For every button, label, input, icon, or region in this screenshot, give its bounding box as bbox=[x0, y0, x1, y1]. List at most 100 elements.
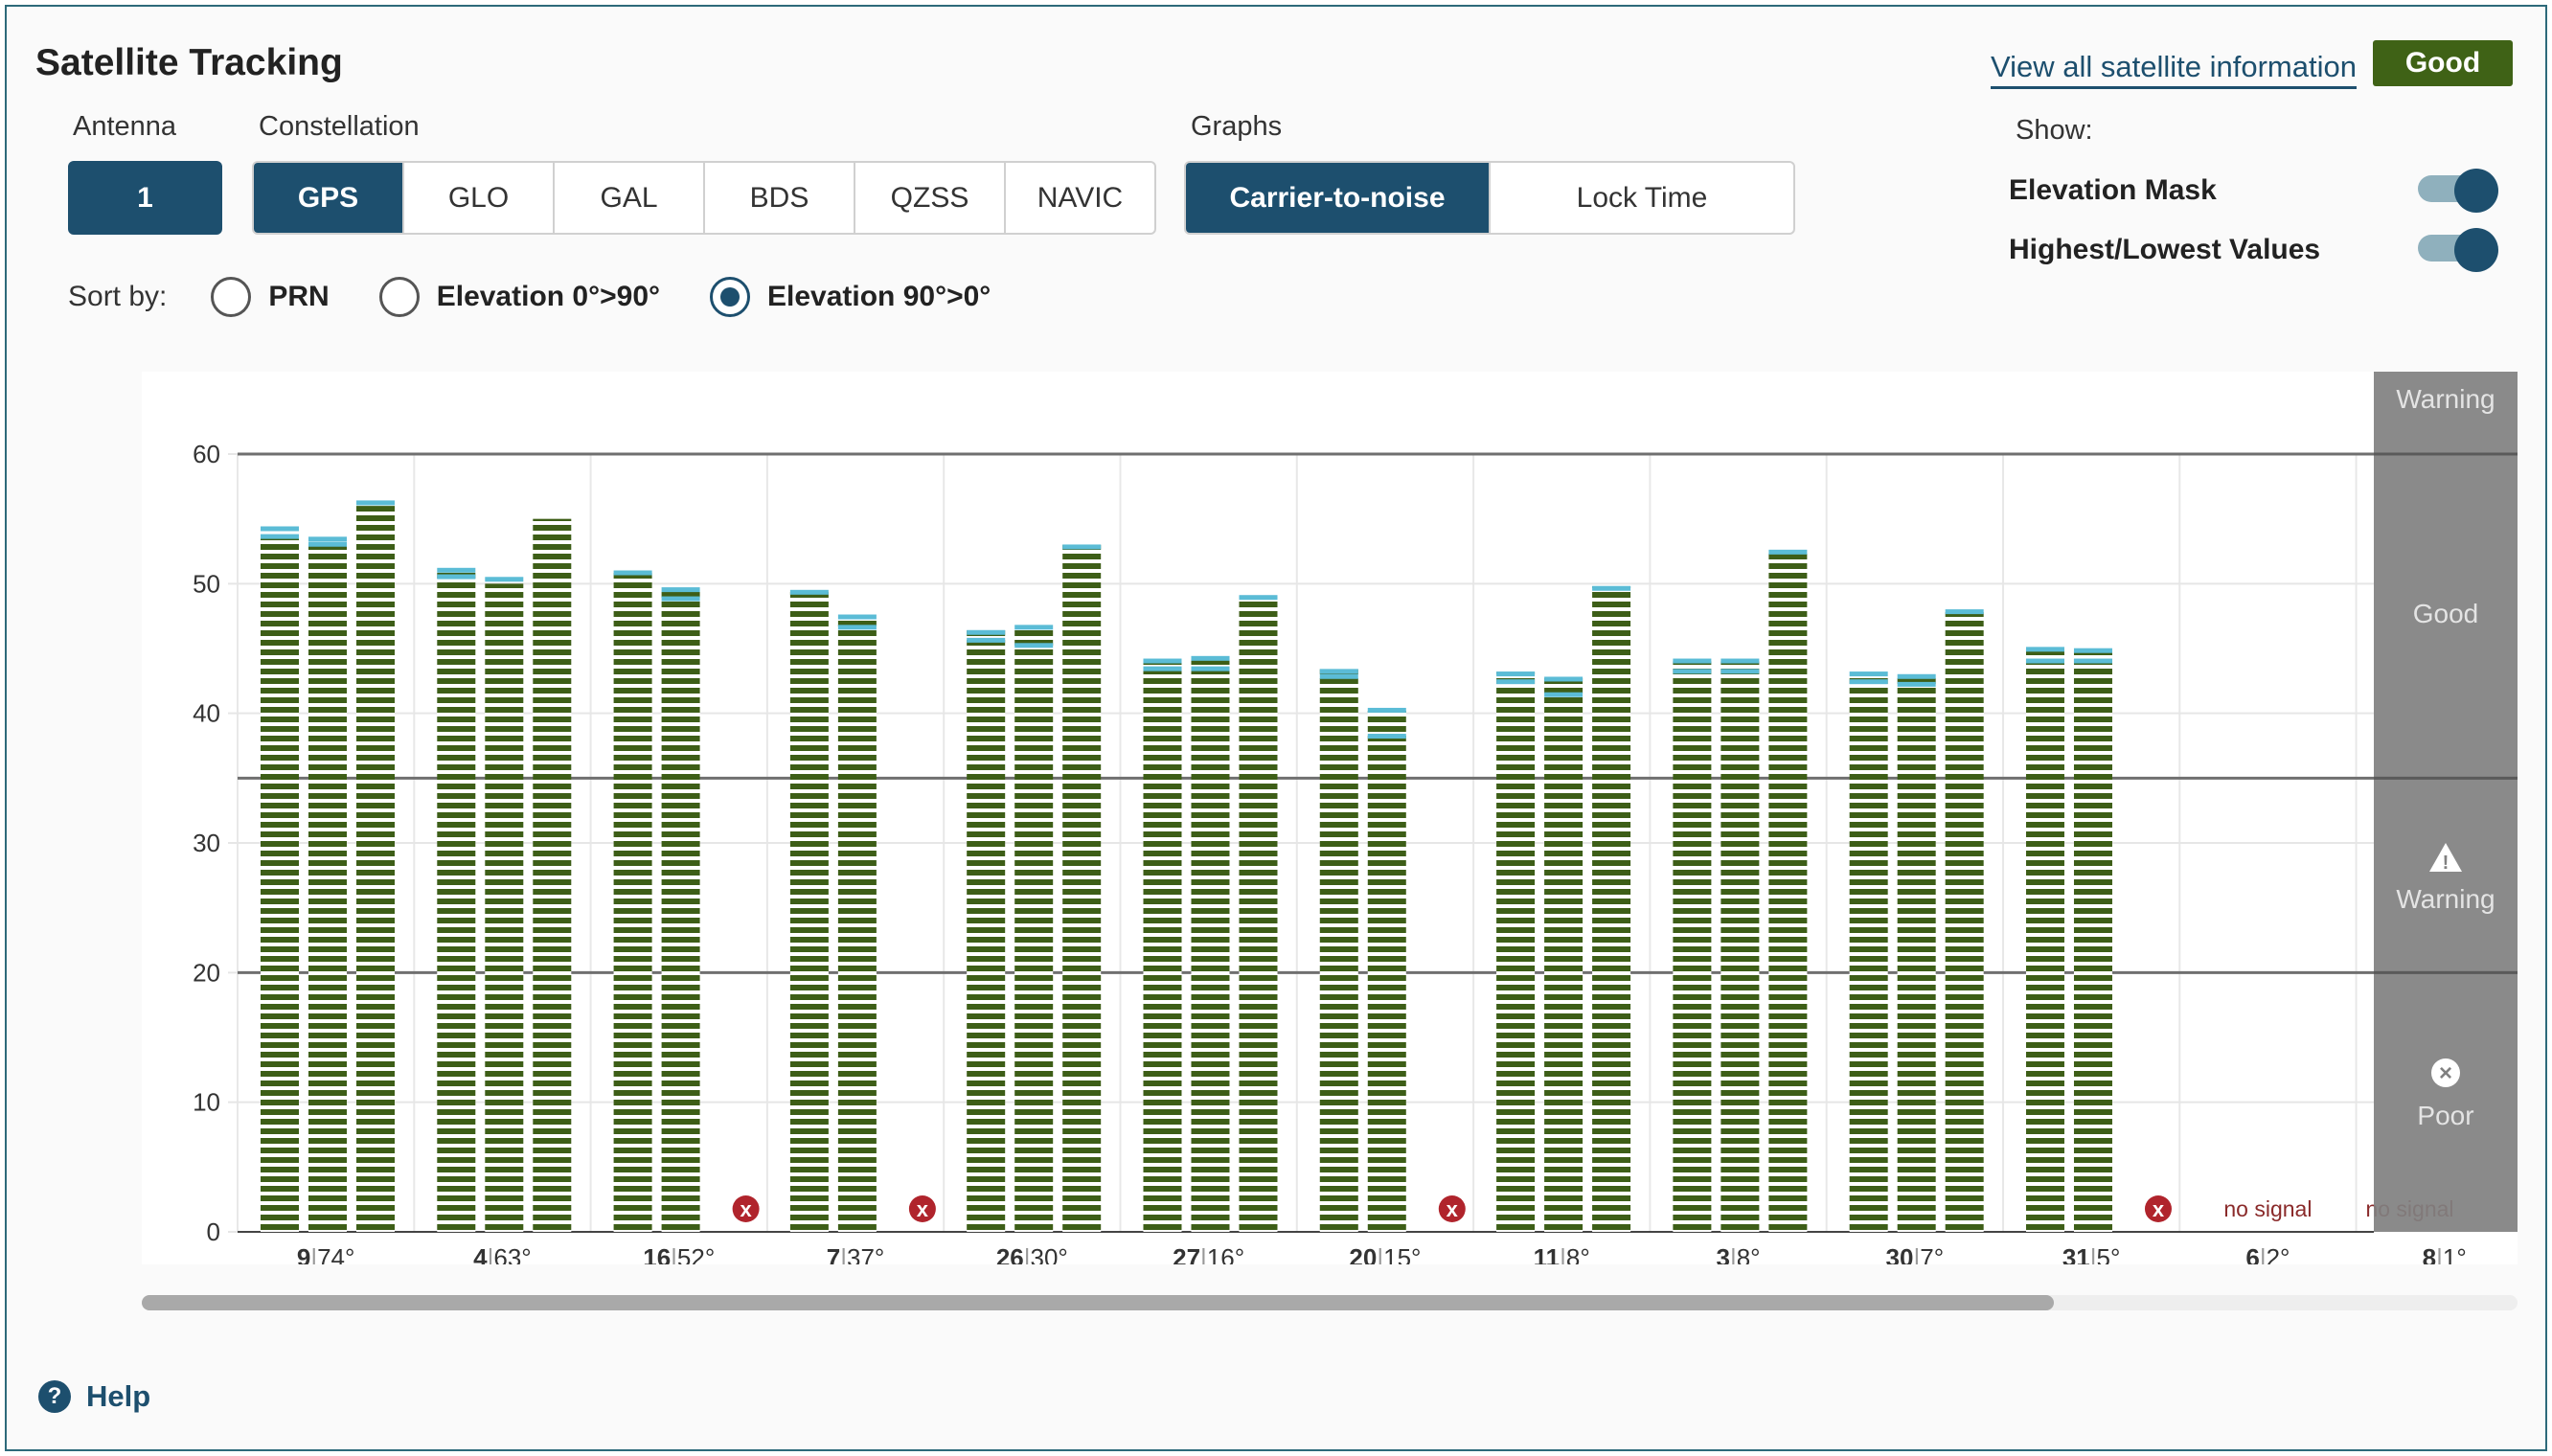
graphs-label: Graphs bbox=[1191, 111, 1283, 142]
constellation-gps[interactable]: GPS bbox=[254, 163, 404, 233]
cn0-bar bbox=[1720, 661, 1760, 1232]
chart-svg: 0102030405060Carrier-to-noise Ratio (dB-… bbox=[69, 372, 2518, 1272]
graph-carrier-to-noise[interactable]: Carrier-to-noise bbox=[1186, 163, 1491, 233]
cn0-bar bbox=[2025, 648, 2064, 1232]
sort-elev-desc-label: Elevation 90°>0° bbox=[767, 281, 991, 312]
sort-label: Sort by: bbox=[68, 281, 168, 312]
highlight-marker bbox=[261, 526, 299, 532]
highlight-marker bbox=[1062, 544, 1102, 550]
constellation-glo[interactable]: GLO bbox=[404, 163, 555, 233]
highlight-marker bbox=[1496, 671, 1536, 677]
constellation-qzss[interactable]: QZSS bbox=[855, 163, 1006, 233]
status-badge: Good bbox=[2373, 40, 2513, 86]
highlight-marker bbox=[1014, 625, 1054, 630]
x-tick-label: 27|16° bbox=[1173, 1243, 1244, 1264]
cn0-bar bbox=[1143, 661, 1182, 1232]
cn0-bar bbox=[437, 570, 476, 1232]
radio-circle bbox=[211, 277, 252, 317]
toggle-knob bbox=[2454, 169, 2498, 213]
cn0-bar bbox=[1062, 544, 1102, 1232]
cn0-bar bbox=[533, 518, 572, 1232]
x-tick-label: 7|37° bbox=[827, 1243, 885, 1264]
x-tick-label: 30|7° bbox=[1886, 1243, 1945, 1264]
highlight-marker bbox=[1673, 658, 1712, 664]
sort-row: Sort by: PRN Elevation 0°>90° Elevation … bbox=[68, 273, 991, 321]
cn0-bar bbox=[356, 506, 395, 1232]
poor-icon-glyph: × bbox=[2439, 1060, 2452, 1086]
highlight-marker bbox=[1849, 671, 1888, 677]
constellation-gal[interactable]: GAL bbox=[555, 163, 705, 233]
missing-signal-icon-glyph: x bbox=[917, 1197, 929, 1221]
highlight-marker bbox=[261, 534, 299, 539]
cn0-bar bbox=[967, 630, 1006, 1232]
highlight-marker bbox=[789, 589, 829, 595]
y-tick-label: 60 bbox=[193, 440, 220, 468]
scrollbar-thumb[interactable] bbox=[142, 1295, 2055, 1310]
highlight-marker bbox=[1592, 585, 1631, 591]
cn0-bar bbox=[661, 590, 700, 1232]
highest-lowest-label: Highest/Lowest Values bbox=[2009, 234, 2321, 265]
cn0-bar bbox=[2073, 650, 2112, 1232]
zone-label: Poor bbox=[2417, 1101, 2473, 1130]
x-tick-label: 20|15° bbox=[1349, 1243, 1421, 1264]
elevation-mask-label: Elevation Mask bbox=[2009, 174, 2217, 206]
constellation-navic[interactable]: NAVIC bbox=[1037, 181, 1124, 214]
highlight-marker bbox=[837, 625, 877, 630]
cn0-bar bbox=[1191, 658, 1230, 1232]
highlight-marker bbox=[1720, 658, 1760, 664]
graphs-selector: Carrier-to-noise Lock Time bbox=[1184, 161, 1795, 235]
highlight-marker bbox=[1191, 666, 1230, 671]
radio-circle bbox=[378, 277, 420, 317]
chart-scrollbar[interactable] bbox=[142, 1295, 2518, 1310]
sort-elev-desc-radio[interactable]: Elevation 90°>0° bbox=[710, 277, 991, 317]
y-tick-label: 40 bbox=[193, 699, 220, 728]
cn0-bar bbox=[308, 544, 347, 1232]
highlight-marker bbox=[967, 637, 1006, 643]
poor-icon bbox=[2431, 1058, 2460, 1087]
missing-signal-icon bbox=[1438, 1195, 1466, 1222]
highlight-marker bbox=[661, 587, 700, 593]
cn0-bar bbox=[1592, 586, 1631, 1232]
sort-prn-radio[interactable]: PRN bbox=[211, 277, 330, 317]
help-label: Help bbox=[86, 1379, 151, 1413]
cn0-bar bbox=[1319, 669, 1358, 1232]
x-tick-label: 4|63° bbox=[473, 1243, 532, 1264]
missing-signal-icon-glyph: x bbox=[740, 1197, 752, 1221]
y-tick-label: 50 bbox=[193, 569, 220, 598]
y-tick-label: 30 bbox=[193, 829, 220, 857]
y-tick-label: 10 bbox=[193, 1088, 220, 1117]
constellation-bds[interactable]: BDS bbox=[705, 163, 855, 233]
highlight-marker bbox=[2025, 658, 2064, 664]
help-icon: ? bbox=[38, 1380, 71, 1413]
warning-icon bbox=[2429, 843, 2462, 872]
help-link[interactable]: ? Help bbox=[38, 1379, 150, 1414]
elevation-mask-toggle[interactable] bbox=[2418, 169, 2498, 213]
highlight-marker bbox=[2025, 647, 2064, 652]
highlight-marker bbox=[437, 567, 476, 573]
graph-lock-time[interactable]: Lock Time bbox=[1576, 181, 1708, 214]
zone-label: Warning bbox=[2396, 384, 2495, 414]
highlight-marker bbox=[1367, 707, 1406, 713]
cn0-bar bbox=[1945, 612, 1984, 1232]
view-all-satellites-link[interactable]: View all satellite information bbox=[1991, 50, 2357, 89]
cn0-bar bbox=[1673, 661, 1712, 1232]
cn0-bar bbox=[1897, 674, 1936, 1232]
carrier-to-noise-chart: 0102030405060Carrier-to-noise Ratio (dB-… bbox=[69, 372, 2518, 1272]
missing-signal-icon bbox=[732, 1195, 760, 1222]
x-tick-label: 26|30° bbox=[996, 1243, 1068, 1264]
highlight-marker bbox=[1544, 692, 1584, 697]
highest-lowest-toggle[interactable] bbox=[2418, 228, 2498, 272]
highlight-marker bbox=[661, 596, 700, 602]
sort-elev-asc-label: Elevation 0°>90° bbox=[436, 281, 660, 312]
x-tick-label: 8|1° bbox=[2423, 1243, 2467, 1264]
x-tick-label: 9|74° bbox=[297, 1243, 355, 1264]
radio-dot bbox=[720, 287, 740, 307]
antenna-button-1[interactable]: 1 bbox=[68, 161, 222, 235]
highlight-marker bbox=[1849, 679, 1888, 685]
sort-elev-asc-radio[interactable]: Elevation 0°>90° bbox=[378, 277, 660, 317]
warning-icon-glyph: ! bbox=[2443, 853, 2449, 874]
highlight-marker bbox=[1897, 681, 1936, 687]
highlight-marker bbox=[1496, 679, 1536, 685]
antenna-label: Antenna bbox=[73, 111, 177, 142]
missing-signal-icon bbox=[908, 1195, 936, 1222]
